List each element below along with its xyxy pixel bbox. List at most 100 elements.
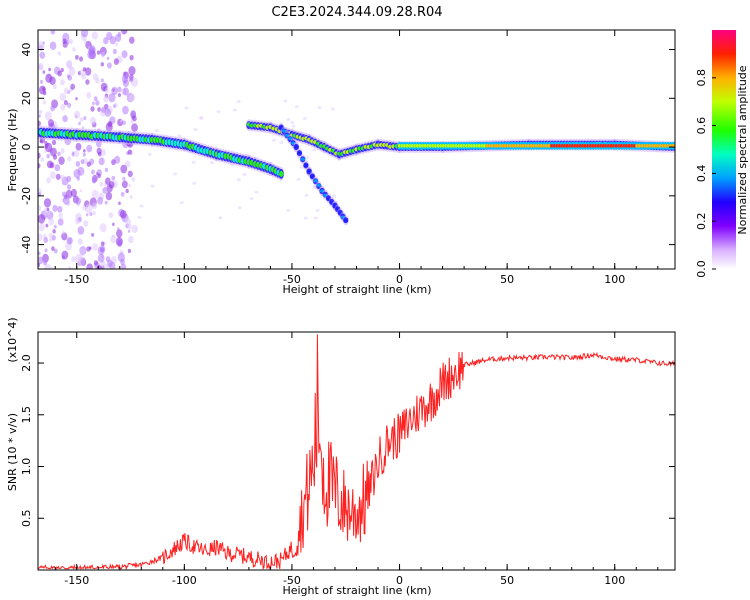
spectrogram-noise-mark xyxy=(38,109,43,115)
spectrogram-noise-mark xyxy=(218,216,223,220)
spectrogram-noise-mark xyxy=(57,205,63,213)
spectrogram-noise-mark xyxy=(60,67,64,73)
spectrogram-noise-mark xyxy=(305,155,310,159)
spectrogram-noise-mark xyxy=(60,174,65,181)
spectrogram-noise-mark xyxy=(80,159,85,165)
spectrogram-noise-mark xyxy=(38,204,42,212)
spectrogram-ridge-mark xyxy=(306,169,312,173)
spectrogram-noise-mark xyxy=(108,212,114,219)
spectrogram-noise-mark xyxy=(232,108,237,112)
spectrogram-noise-mark xyxy=(117,252,125,263)
spectrogram-noise-mark xyxy=(92,178,96,184)
spectrogram-noise-mark xyxy=(61,232,68,241)
snr-xtick-label: 50 xyxy=(500,574,514,587)
spectrogram-noise-mark xyxy=(121,74,129,84)
spectrogram-noise-mark xyxy=(93,96,98,102)
spectrogram-noise-mark xyxy=(38,114,41,118)
spectrogram-noise-mark xyxy=(55,173,61,180)
spectrogram-noise-mark xyxy=(39,79,44,85)
spectrogram-noise-mark xyxy=(72,47,76,52)
spectrogram-noise-mark xyxy=(63,99,68,106)
spectrogram-noise-mark xyxy=(49,41,57,51)
spectrogram-noise-mark xyxy=(50,105,56,112)
spectrogram-noise-mark xyxy=(79,117,84,123)
spectrogram-noise-mark xyxy=(115,33,122,42)
snr-multiplier: (x10^4) xyxy=(6,317,19,362)
spectrogram-noise-mark xyxy=(193,127,198,131)
spectrogram-xtick-label: 0 xyxy=(396,273,403,286)
spectrogram-noise-mark xyxy=(63,87,69,94)
spectrogram-noise-mark xyxy=(128,235,134,244)
spectrogram-noise-mark xyxy=(97,245,105,256)
spectrogram-noise-mark xyxy=(73,150,80,158)
spectrogram-noise-mark xyxy=(79,56,84,62)
snr-xtick-label: -150 xyxy=(64,574,89,587)
spectrogram-noise-mark xyxy=(125,218,132,226)
snr-xlabel: Height of straight line (km) xyxy=(282,584,431,597)
spectrogram-noise-mark xyxy=(179,201,184,205)
spectrogram-noise-mark xyxy=(66,61,72,69)
spectrogram-noise-mark xyxy=(100,241,105,247)
snr-xtick-label: 100 xyxy=(604,574,625,587)
spectrogram-noise-mark xyxy=(128,183,131,188)
spectrogram-noise-mark xyxy=(122,120,126,126)
spectrogram-noise-mark xyxy=(60,103,66,111)
spectrogram-noise-mark xyxy=(128,93,136,102)
spectrogram-noise-mark xyxy=(62,230,65,235)
spectrogram-noise-mark xyxy=(286,208,291,212)
spectrogram-noise-mark xyxy=(121,30,128,35)
spectrogram-noise-mark xyxy=(132,115,137,122)
spectrogram-noise-mark xyxy=(177,134,182,138)
spectrogram-noise-mark xyxy=(57,51,61,56)
spectrogram-noise-mark xyxy=(77,226,85,235)
snr-panel: -150 -100 -50 0 50 100 0.5 1.0 1.5 2.0 SNR (10 * … xyxy=(6,317,676,597)
spectrogram-noise-mark xyxy=(77,166,85,176)
spectrogram-noise-mark xyxy=(121,180,128,189)
spectrogram-noise-mark xyxy=(44,264,52,269)
spectrogram-noise-mark xyxy=(75,97,78,101)
spectrogram-noise-mark xyxy=(89,212,93,216)
spectrogram-noise-mark xyxy=(116,229,123,238)
spectrogram-noise-mark xyxy=(66,184,72,190)
spectrogram-noise-mark xyxy=(59,79,65,86)
spectrogram-noise-mark xyxy=(118,201,121,206)
spectrogram-noise-mark xyxy=(332,194,337,198)
spectrogram-noise-mark xyxy=(86,161,91,167)
spectrogram-noise-mark xyxy=(330,107,335,111)
spectrogram-noise-mark xyxy=(99,181,104,187)
spectrogram-noise-mark xyxy=(131,123,138,132)
snr-xtick-label: 0 xyxy=(396,574,403,587)
spectrogram-noise-mark xyxy=(120,263,127,269)
spectrogram-noise-mark xyxy=(129,77,133,82)
spectrogram-noise-mark xyxy=(42,86,46,92)
spectrogram-noise-mark xyxy=(119,119,123,123)
spectrogram-noise-mark xyxy=(122,105,129,115)
spectrogram-noise-mark xyxy=(120,191,125,197)
spectrogram-noise-mark xyxy=(107,120,113,128)
spectrogram-noise-mark xyxy=(66,236,73,245)
spectrogram-noise-mark xyxy=(45,223,49,228)
spectrogram-noise-mark xyxy=(312,148,317,152)
spectrogram-noise-mark xyxy=(38,120,41,127)
spectrogram-noise-mark xyxy=(38,262,41,268)
snr-ytick-label: 1.0 xyxy=(20,458,33,476)
spectrogram-noise-mark xyxy=(101,106,106,113)
spectrogram-noise-mark xyxy=(299,165,304,169)
spectrogram-noise-mark xyxy=(110,235,117,244)
snr-ytick-label: 1.5 xyxy=(20,406,33,424)
spectrogram-noise-mark xyxy=(102,186,108,194)
spectrogram-ytick-label: 20 xyxy=(20,91,33,105)
spectrogram-noise-mark xyxy=(47,119,54,127)
spectrogram-noise-mark xyxy=(86,144,93,153)
spectrogram-noise-mark xyxy=(52,84,57,90)
spectrogram-noise-mark xyxy=(75,218,80,225)
spectrogram-noise-mark xyxy=(51,139,57,146)
spectrogram-noise-mark xyxy=(95,100,100,106)
spectrogram-noise-mark xyxy=(120,164,128,174)
spectrogram-noise-mark xyxy=(91,31,98,40)
colorbar-tick-label: 0.0 xyxy=(695,260,708,278)
spectrogram-xtick-label: 50 xyxy=(500,273,514,286)
spectrogram-noise-mark xyxy=(127,149,132,155)
spectrogram-noise-mark xyxy=(272,138,277,142)
